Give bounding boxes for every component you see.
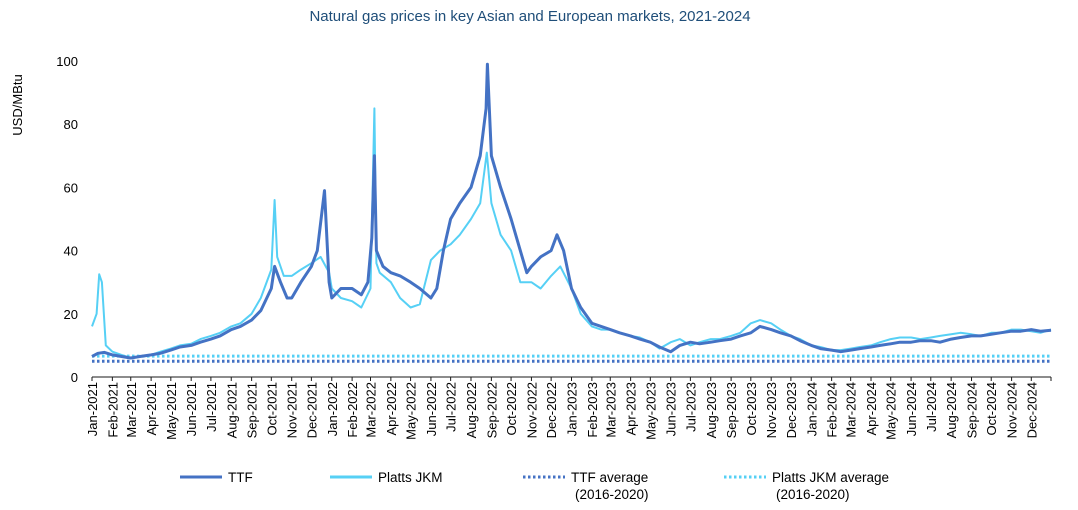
x-tick-label: Aug-2022 xyxy=(464,382,479,438)
x-tick-label: Jun-2024 xyxy=(904,382,919,436)
x-tick-label: Sep-2024 xyxy=(965,382,980,438)
chart-title: Natural gas prices in key Asian and Euro… xyxy=(309,8,750,25)
x-tick-label: Jul-2022 xyxy=(444,382,459,432)
y-tick-label: 100 xyxy=(56,54,78,69)
legend-ttf-average-label: TTF average xyxy=(571,470,648,485)
x-tick-label: Jun-2021 xyxy=(184,382,199,436)
x-tick-label: Mar-2021 xyxy=(124,382,139,438)
x-tick-label: Oct-2021 xyxy=(264,382,279,435)
x-tick-label: Dec-2021 xyxy=(304,382,319,438)
x-tick-label: Nov-2022 xyxy=(524,382,539,438)
legend-platts-jkm-average-label: Platts JKM average xyxy=(772,470,889,485)
x-tick-label: Nov-2023 xyxy=(764,382,779,438)
x-tick-label: Feb-2024 xyxy=(825,382,840,438)
x-tick-label: Mar-2022 xyxy=(364,382,379,438)
x-tick-label: Dec-2023 xyxy=(784,382,799,438)
x-tick-label: Nov-2024 xyxy=(1005,382,1020,438)
x-tick-label: Apr-2023 xyxy=(624,382,639,435)
x-tick-label: Aug-2023 xyxy=(704,382,719,438)
x-tick-label: Jul-2021 xyxy=(204,382,219,432)
x-tick-label: Aug-2021 xyxy=(224,382,239,438)
x-tick-label: Nov-2021 xyxy=(285,382,300,438)
x-tick-label: Feb-2023 xyxy=(585,382,600,438)
x-tick-label: Jan-2022 xyxy=(325,382,340,436)
x-tick-label: Feb-2021 xyxy=(105,382,120,438)
x-tick-label: Sep-2022 xyxy=(484,382,499,438)
legend-ttf-label: TTF xyxy=(228,470,253,485)
plot-area xyxy=(91,62,1052,363)
legend-ttf-average-label-line2: (2016-2020) xyxy=(575,487,649,502)
y-axis-label: USD/MBtu xyxy=(10,74,25,135)
x-tick-label: Dec-2022 xyxy=(544,382,559,438)
x-tick-label: May-2022 xyxy=(404,382,419,440)
x-tick-label: Oct-2024 xyxy=(984,382,999,435)
x-tick-label: May-2024 xyxy=(884,382,899,440)
y-tick-label: 20 xyxy=(64,307,78,322)
y-tick-label: 40 xyxy=(64,244,78,259)
x-tick-label: Jan-2023 xyxy=(565,382,580,436)
x-tick-label: Mar-2023 xyxy=(603,382,618,438)
x-tick-label: May-2021 xyxy=(164,382,179,440)
ttf-line xyxy=(91,62,1052,360)
y-tick-label: 60 xyxy=(64,180,78,195)
y-tick-label: 0 xyxy=(71,370,78,385)
legend-platts-jkm-label: Platts JKM xyxy=(378,470,443,485)
x-tick-label: Jul-2024 xyxy=(924,382,939,432)
legend-platts-jkm-average-label-line2: (2016-2020) xyxy=(776,487,850,502)
x-tick-label: Oct-2022 xyxy=(504,382,519,435)
x-axis: Jan-2021 Feb-2021 Mar-2021 Apr-2021 May-2021… xyxy=(85,376,1052,440)
x-tick-label: Dec-2024 xyxy=(1024,382,1039,438)
y-tick-label: 80 xyxy=(64,117,78,132)
legend: TTF Platts JKM TTF average (2016-2020) Platt… xyxy=(180,470,889,502)
x-tick-label: Feb-2022 xyxy=(345,382,360,438)
x-tick-label: Jun-2022 xyxy=(424,382,439,436)
x-tick-label: Jun-2023 xyxy=(664,382,679,436)
x-tick-label: Oct-2023 xyxy=(744,382,759,435)
x-tick-label: Jul-2023 xyxy=(683,382,698,432)
x-tick-label: Mar-2024 xyxy=(844,382,859,438)
x-tick-label: Jan-2021 xyxy=(85,382,100,436)
y-axis: 0 20 40 60 80 100 xyxy=(56,54,78,385)
x-tick-label: May-2023 xyxy=(643,382,658,440)
x-tick-label: Apr-2024 xyxy=(864,382,879,435)
x-tick-label: Apr-2022 xyxy=(384,382,399,435)
x-tick-label: Aug-2024 xyxy=(944,382,959,438)
x-tick-label: Jan-2024 xyxy=(804,382,819,436)
platts-jkm-line xyxy=(91,107,1052,359)
x-tick-label: Sep-2023 xyxy=(724,382,739,438)
x-tick-label: Apr-2021 xyxy=(144,382,159,435)
x-tick-label: Sep-2021 xyxy=(245,382,260,438)
